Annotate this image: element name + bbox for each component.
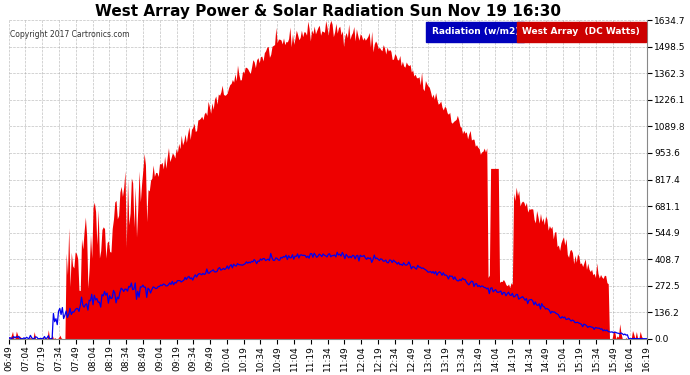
Legend: Radiation (w/m2), West Array  (DC Watts): Radiation (w/m2), West Array (DC Watts) [426, 25, 642, 38]
Title: West Array Power & Solar Radiation Sun Nov 19 16:30: West Array Power & Solar Radiation Sun N… [95, 4, 560, 19]
Text: Copyright 2017 Cartronics.com: Copyright 2017 Cartronics.com [10, 30, 130, 39]
